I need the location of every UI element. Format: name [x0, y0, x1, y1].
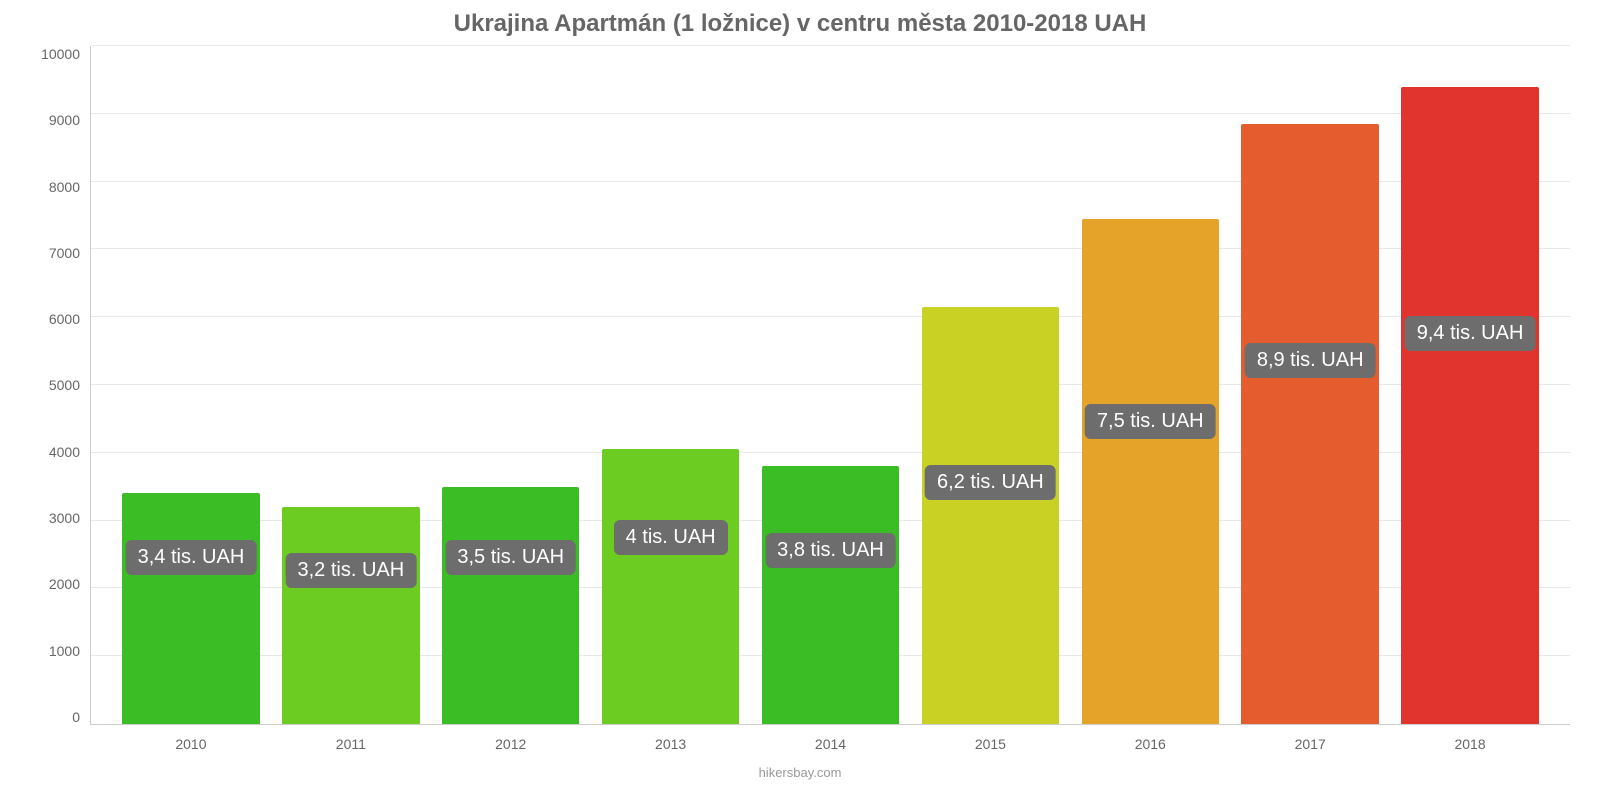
bar [1401, 87, 1539, 724]
bar [1082, 219, 1220, 724]
y-tick: 5000 [49, 377, 80, 393]
y-tick: 9000 [49, 112, 80, 128]
y-tick: 7000 [49, 245, 80, 261]
x-tick: 2012 [431, 736, 591, 752]
y-tick: 4000 [49, 444, 80, 460]
chart-title: Ukrajina Apartmán (1 ložnice) v centru m… [454, 10, 1147, 38]
y-tick: 10000 [41, 46, 80, 62]
y-tick: 6000 [49, 311, 80, 327]
bar-slot: 3,4 tis. UAH [111, 46, 271, 724]
bar [762, 466, 900, 724]
bar-value-label: 3,4 tis. UAH [126, 540, 257, 575]
bar [1241, 124, 1379, 724]
x-tick: 2013 [591, 736, 751, 752]
x-tick: 2011 [271, 736, 431, 752]
plot-area: 3,4 tis. UAH 3,2 tis. UAH 3,5 tis. UAH 4 ti… [90, 46, 1570, 725]
bar-slot: 4 tis. UAH [591, 46, 751, 724]
bar-value-label: 3,2 tis. UAH [285, 553, 416, 588]
bar-slot: 9,4 tis. UAH [1390, 46, 1550, 724]
bars: 3,4 tis. UAH 3,2 tis. UAH 3,5 tis. UAH 4 ti… [111, 46, 1550, 724]
chart-footer: hikersbay.com [759, 765, 842, 780]
y-tick: 8000 [49, 179, 80, 195]
x-tick: 2015 [910, 736, 1070, 752]
bar-slot: 3,5 tis. UAH [431, 46, 591, 724]
bar-slot: 8,9 tis. UAH [1230, 46, 1390, 724]
x-tick: 2018 [1390, 736, 1550, 752]
bar-slot: 3,8 tis. UAH [751, 46, 911, 724]
y-tick: 2000 [49, 576, 80, 592]
bar [442, 487, 580, 724]
x-tick: 2017 [1230, 736, 1390, 752]
bar-value-label: 8,9 tis. UAH [1245, 343, 1376, 378]
x-tick: 2010 [111, 736, 271, 752]
bar-value-label: 7,5 tis. UAH [1085, 404, 1216, 439]
bar-slot: 3,2 tis. UAH [271, 46, 431, 724]
bar-value-label: 9,4 tis. UAH [1405, 316, 1536, 351]
x-tick: 2014 [751, 736, 911, 752]
y-tick: 0 [72, 709, 80, 725]
chart-container: 10000 9000 8000 7000 6000 5000 4000 3000… [30, 46, 1570, 761]
bar [602, 449, 740, 724]
bar-slot: 6,2 tis. UAH [910, 46, 1070, 724]
y-tick: 1000 [49, 643, 80, 659]
bar-value-label: 6,2 tis. UAH [925, 465, 1056, 500]
bar [282, 507, 420, 724]
y-tick: 3000 [49, 510, 80, 526]
bar [122, 493, 260, 724]
bar-value-label: 3,5 tis. UAH [445, 540, 576, 575]
bar-slot: 7,5 tis. UAH [1070, 46, 1230, 724]
bar-value-label: 3,8 tis. UAH [765, 533, 896, 568]
x-axis: 201020112012201320142015201620172018 [91, 736, 1570, 752]
bar-value-label: 4 tis. UAH [614, 520, 728, 555]
bar [922, 307, 1060, 724]
x-tick: 2016 [1070, 736, 1230, 752]
y-axis: 10000 9000 8000 7000 6000 5000 4000 3000… [30, 46, 90, 761]
